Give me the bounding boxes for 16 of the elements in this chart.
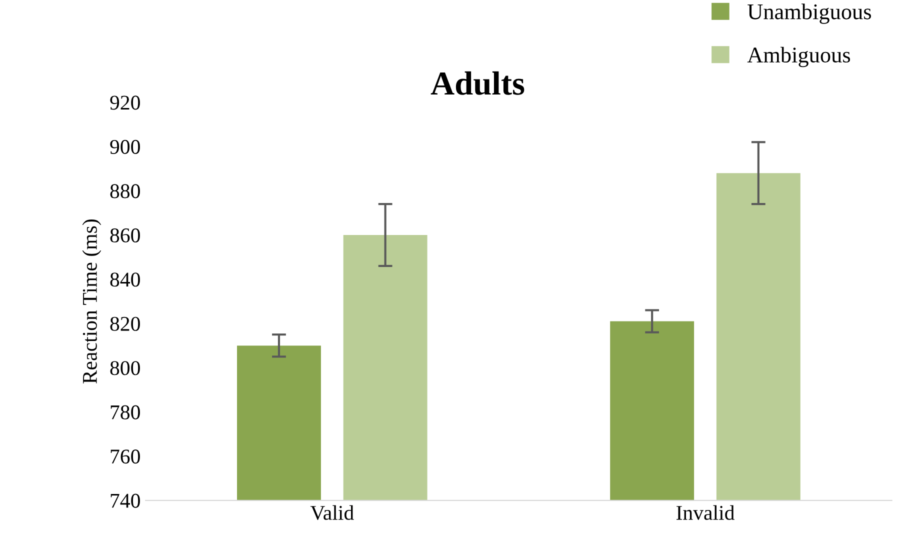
y-tick-label: 900: [110, 140, 140, 154]
legend-label: Ambiguous: [747, 46, 850, 68]
legend-label: Unambiguous: [748, 4, 871, 24]
y-tick-label: 800: [110, 361, 140, 376]
y-tick-label: 840: [110, 272, 140, 287]
x-tick-label: Valid: [310, 505, 354, 520]
y-tick-label: 780: [110, 405, 140, 420]
y-tick-label: 860: [110, 228, 140, 242]
y-tick-label: 920: [110, 96, 140, 110]
y-tick-label: 820: [110, 316, 140, 331]
chart-title: Adults: [430, 71, 524, 95]
x-tick-label: Invalid: [676, 505, 734, 520]
y-tick-label: 740: [110, 494, 140, 508]
y-tick-label: 880: [110, 184, 140, 198]
y-axis-title: Reaction Time (ms): [82, 220, 102, 384]
y-tick-label: 760: [110, 450, 140, 464]
